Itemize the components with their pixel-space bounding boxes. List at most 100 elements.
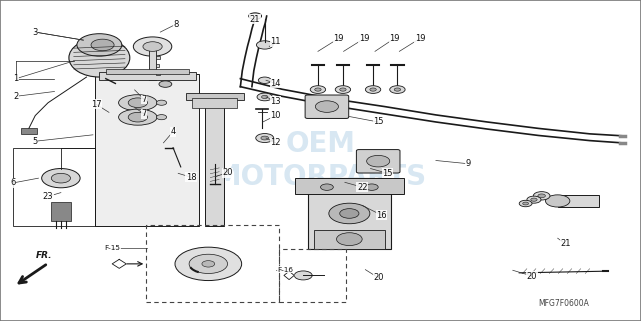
Bar <box>106 69 189 74</box>
Text: MFG7F0600A: MFG7F0600A <box>538 299 590 308</box>
Circle shape <box>256 134 274 143</box>
Circle shape <box>77 34 122 56</box>
Text: 18: 18 <box>186 173 196 182</box>
FancyBboxPatch shape <box>356 150 400 173</box>
Text: 14: 14 <box>271 79 281 88</box>
Text: 20: 20 <box>527 272 537 281</box>
Circle shape <box>258 77 271 83</box>
Circle shape <box>310 86 326 93</box>
Circle shape <box>156 115 167 120</box>
Circle shape <box>394 88 401 91</box>
Circle shape <box>256 41 273 49</box>
Bar <box>186 93 244 100</box>
Bar <box>279 249 346 302</box>
Text: F-15: F-15 <box>104 245 120 251</box>
Bar <box>51 202 71 221</box>
Text: 19: 19 <box>415 34 425 43</box>
Text: F-16: F-16 <box>278 267 293 273</box>
Bar <box>314 230 385 249</box>
Circle shape <box>315 88 321 91</box>
Text: 15: 15 <box>383 169 393 178</box>
Text: 19: 19 <box>359 34 369 43</box>
Circle shape <box>133 37 172 56</box>
Circle shape <box>294 271 312 280</box>
Circle shape <box>527 196 541 203</box>
Circle shape <box>315 101 338 112</box>
Circle shape <box>367 155 390 167</box>
Circle shape <box>91 39 114 51</box>
Text: 21: 21 <box>560 239 570 248</box>
Bar <box>156 64 159 67</box>
Bar <box>146 225 279 302</box>
Ellipse shape <box>69 39 129 77</box>
Text: 7: 7 <box>142 109 147 118</box>
Bar <box>99 72 196 80</box>
Text: 5: 5 <box>33 137 38 146</box>
Bar <box>308 178 391 249</box>
FancyBboxPatch shape <box>305 95 349 118</box>
Text: 4: 4 <box>171 127 176 136</box>
Text: 9: 9 <box>465 159 470 168</box>
Circle shape <box>262 95 268 99</box>
Bar <box>192 98 237 108</box>
Bar <box>149 48 156 80</box>
Text: 13: 13 <box>271 97 281 106</box>
Circle shape <box>143 42 162 51</box>
Circle shape <box>159 81 172 87</box>
Text: 23: 23 <box>43 192 53 201</box>
Text: 19: 19 <box>333 34 344 43</box>
Circle shape <box>128 98 147 108</box>
Text: 16: 16 <box>376 211 387 220</box>
Text: 20: 20 <box>222 168 233 177</box>
Circle shape <box>261 136 269 140</box>
Text: 8: 8 <box>174 20 179 29</box>
Bar <box>21 128 37 134</box>
Ellipse shape <box>119 109 157 125</box>
Circle shape <box>249 13 262 19</box>
Circle shape <box>257 93 272 101</box>
Circle shape <box>340 209 359 218</box>
Text: 1: 1 <box>13 74 19 83</box>
Text: 15: 15 <box>373 117 383 126</box>
Text: OEM
MOTORPARTS: OEM MOTORPARTS <box>214 130 427 191</box>
Bar <box>156 56 160 59</box>
Circle shape <box>533 192 550 200</box>
Circle shape <box>370 88 376 91</box>
Circle shape <box>51 173 71 183</box>
Text: 22: 22 <box>357 183 367 192</box>
Circle shape <box>545 195 570 207</box>
Ellipse shape <box>119 95 157 111</box>
Circle shape <box>365 86 381 93</box>
Text: 19: 19 <box>389 34 399 43</box>
Text: 7: 7 <box>142 95 147 104</box>
Text: 11: 11 <box>271 37 281 46</box>
Circle shape <box>531 198 537 201</box>
Circle shape <box>340 88 346 91</box>
Text: 10: 10 <box>271 111 281 120</box>
Circle shape <box>538 194 545 198</box>
Text: FR.: FR. <box>35 251 52 260</box>
Bar <box>558 195 599 207</box>
Circle shape <box>320 184 333 190</box>
Circle shape <box>42 169 80 188</box>
Circle shape <box>390 86 405 93</box>
Text: 17: 17 <box>91 100 101 109</box>
Circle shape <box>523 202 528 205</box>
Circle shape <box>156 100 167 105</box>
Text: 3: 3 <box>33 28 38 37</box>
Circle shape <box>365 184 378 190</box>
Text: 12: 12 <box>271 138 281 147</box>
Polygon shape <box>112 259 126 268</box>
Bar <box>205 98 224 226</box>
Polygon shape <box>284 271 294 280</box>
Circle shape <box>329 203 370 224</box>
Bar <box>156 72 160 75</box>
Circle shape <box>175 247 242 281</box>
Circle shape <box>202 261 215 267</box>
Circle shape <box>519 200 532 207</box>
Text: 20: 20 <box>373 273 383 282</box>
Circle shape <box>189 254 228 273</box>
Text: 2: 2 <box>13 92 19 101</box>
Bar <box>95 74 199 226</box>
Bar <box>13 148 95 226</box>
